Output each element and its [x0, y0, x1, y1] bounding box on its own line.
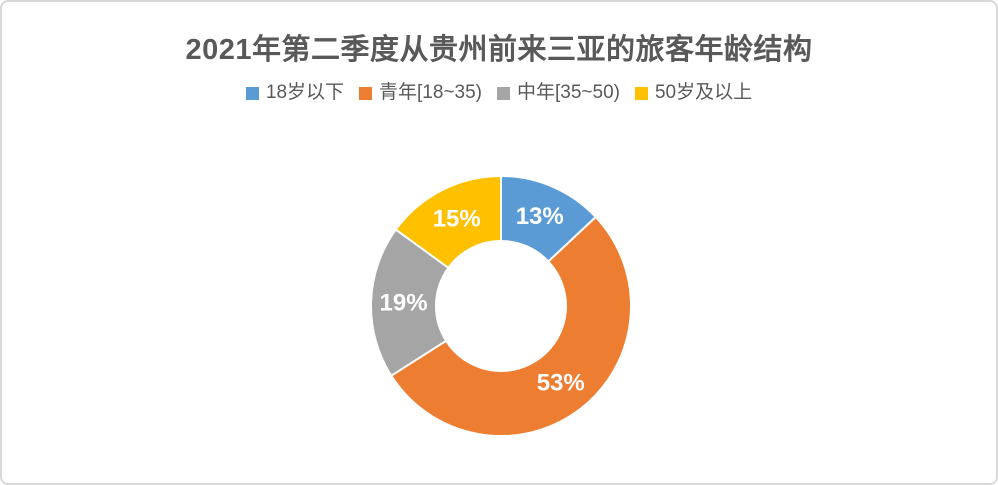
legend-item-2[interactable]: 中年[35~50): [497, 81, 620, 105]
legend-label: 中年[35~50): [517, 82, 620, 103]
legend-label: 18岁以下: [265, 82, 345, 103]
slice-data-label: 13%: [516, 203, 564, 230]
chart-title: 2021年第二季度从贵州前来三亚的旅客年龄结构: [185, 34, 813, 66]
slice-data-label: 19%: [380, 289, 428, 316]
legend-item-1[interactable]: 青年[18~35): [359, 81, 482, 105]
slice-data-label: 15%: [433, 206, 481, 233]
legend-swatch-icon: [634, 86, 648, 100]
legend-swatch-icon: [497, 86, 510, 100]
chart-legend: 18岁以下 青年[18~35) 中年[35~50) 50岁及以上: [2, 81, 996, 105]
legend-item-3[interactable]: 50岁及以上: [634, 81, 753, 105]
legend-swatch-icon: [245, 86, 259, 100]
slice-data-label: 53%: [537, 370, 585, 397]
pie-slice-3[interactable]: [394, 175, 502, 269]
legend-item-0[interactable]: 18岁以下: [245, 81, 345, 105]
legend-label: 50岁及以上: [654, 82, 753, 103]
pie-slice-2[interactable]: [370, 228, 450, 377]
legend-swatch-icon: [359, 86, 373, 100]
pie-slice-1[interactable]: [390, 216, 632, 437]
legend-label: 青年[18~35): [379, 82, 482, 103]
